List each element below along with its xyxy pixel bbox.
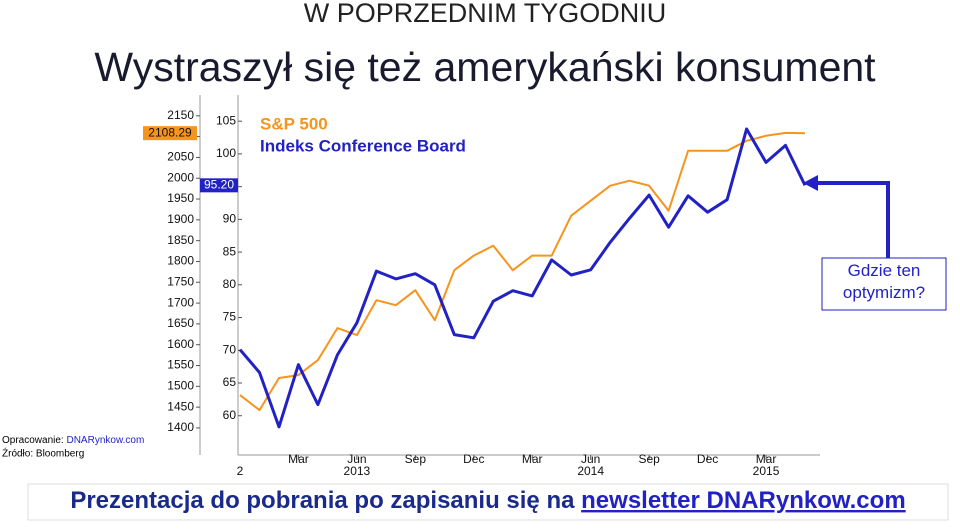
y2-tick-label: 75 bbox=[223, 310, 237, 324]
end-value-label: 2108.29 bbox=[148, 125, 192, 139]
footer-text: Prezentacja do pobrania po zapisaniu się… bbox=[70, 487, 575, 514]
y2-tick-label: 100 bbox=[216, 146, 236, 160]
title: Wystraszył się też amerykański konsument bbox=[94, 44, 876, 90]
y-tick-label: 1800 bbox=[167, 254, 194, 268]
arrow-head bbox=[803, 175, 818, 191]
series-line bbox=[239, 131, 806, 412]
x-tick-label: Jun bbox=[347, 452, 366, 466]
y2-tick-label: 60 bbox=[223, 408, 237, 422]
y-tick-label: 2050 bbox=[167, 150, 194, 164]
x-tick-label: Mar bbox=[756, 452, 777, 466]
x-year-label: 2014 bbox=[577, 464, 604, 478]
chart: 1400 1450 1500 1550 1600 1650 1700 1750 1800 1850… bbox=[143, 95, 820, 478]
y-tick-label: 1900 bbox=[167, 212, 194, 226]
end-value-label: 95.20 bbox=[204, 177, 234, 191]
source-origin: Źródło: Bloomberg bbox=[2, 447, 84, 460]
plot-area bbox=[200, 95, 820, 455]
footer: Prezentacja do pobrania po zapisaniu się… bbox=[70, 487, 905, 514]
y2-tick-label: 80 bbox=[223, 277, 237, 291]
annotation-arrow bbox=[815, 181, 890, 258]
y-tick-label: 2150 bbox=[167, 108, 194, 122]
end-value-box bbox=[200, 178, 238, 193]
y-tick-label: 1500 bbox=[167, 379, 194, 393]
x-tick-label: Sep bbox=[638, 452, 660, 466]
y2-tick-label: 65 bbox=[223, 375, 237, 389]
x-year-label: 2 bbox=[237, 464, 244, 478]
y-tick-label: 1700 bbox=[167, 295, 194, 309]
x-year-label: 2015 bbox=[753, 464, 780, 478]
x-tick-label: Dec bbox=[463, 452, 484, 466]
x-tick-label: Sep bbox=[405, 452, 427, 466]
y2-tick-label: 90 bbox=[223, 212, 237, 226]
series-line bbox=[238, 127, 807, 429]
x-tick-label: Dec bbox=[697, 452, 718, 466]
y-tick-label: 1750 bbox=[167, 274, 194, 288]
header: W POPRZEDNIM TYGODNIU bbox=[304, 0, 667, 28]
y-tick-label: 1400 bbox=[167, 420, 194, 434]
x-tick-label: Jun bbox=[581, 452, 600, 466]
source-link: DNARynkow.com bbox=[66, 435, 144, 446]
legend-conference-board: Indeks Conference Board bbox=[260, 136, 466, 155]
y-tick-label: 1650 bbox=[167, 316, 194, 330]
footer-link[interactable]: newsletter DNARynkow.com bbox=[581, 487, 906, 514]
y2-tick-label: 85 bbox=[223, 244, 237, 258]
y2-tick-label: 70 bbox=[223, 342, 237, 356]
legend-sp500: S&P 500 bbox=[260, 114, 328, 133]
source-prefix: Opracowanie: bbox=[2, 435, 64, 446]
y-tick-label: 1450 bbox=[167, 399, 194, 413]
annotation-wrap: Gdzie ten optymizm? bbox=[842, 261, 926, 302]
source-line: Opracowanie: DNARynkow.com bbox=[2, 435, 144, 446]
x-tick-label: Mar bbox=[522, 452, 543, 466]
y-tick-label: 1850 bbox=[167, 233, 194, 247]
y-tick-label: 1950 bbox=[167, 191, 194, 205]
end-value-box bbox=[143, 126, 197, 141]
annotation-box bbox=[821, 257, 947, 311]
y-tick-label: 1600 bbox=[167, 337, 194, 351]
y-tick-label: 2000 bbox=[167, 170, 194, 184]
y-tick-label: 1550 bbox=[167, 358, 194, 372]
annotation: Gdzie ten optymizm? bbox=[842, 261, 926, 302]
x-year-label: 2013 bbox=[344, 464, 371, 478]
footer-box bbox=[27, 483, 949, 521]
x-tick-label: Mar bbox=[288, 452, 309, 466]
y2-tick-label: 105 bbox=[216, 113, 236, 127]
